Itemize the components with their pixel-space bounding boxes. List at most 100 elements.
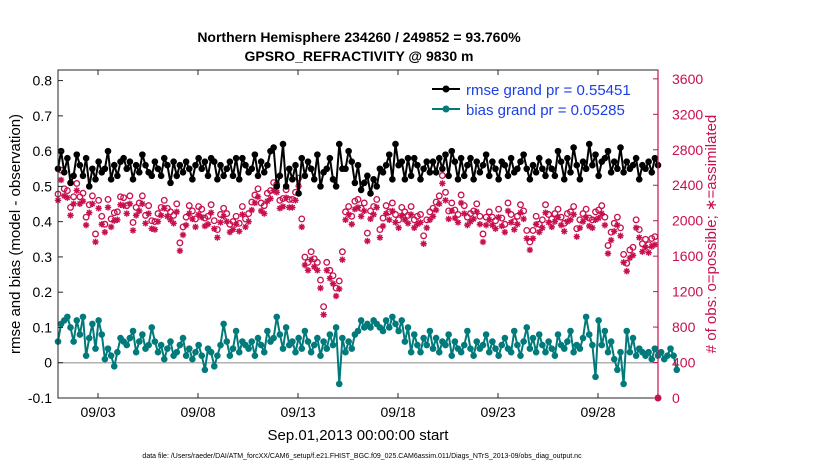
bias-point <box>667 345 674 352</box>
obs-assimilated-point <box>86 209 93 216</box>
bias-point <box>220 320 227 328</box>
rmse-point <box>67 179 74 187</box>
rmse-point <box>135 168 143 176</box>
bias-point <box>332 324 340 331</box>
rmse-point <box>154 165 162 173</box>
bias-point <box>198 352 206 359</box>
bias-point <box>514 341 521 349</box>
obs-assimilated-point <box>629 252 637 259</box>
obs-assimilated-point <box>57 176 65 184</box>
bias-point <box>629 334 637 342</box>
bias-point <box>310 341 318 349</box>
obs-possible-point <box>63 187 71 195</box>
obs-possible-point <box>113 208 121 216</box>
bias-point <box>520 338 527 345</box>
bias-point <box>429 345 437 352</box>
obs-assimilated-point <box>651 241 659 248</box>
obs-assimilated-point <box>326 275 334 282</box>
rmse-point <box>601 154 609 162</box>
rmse-point <box>545 158 552 165</box>
rmse-point <box>60 168 68 176</box>
obs-assimilated-point <box>561 228 568 235</box>
obs-possible-point <box>554 205 562 213</box>
rmse-point <box>504 172 512 180</box>
obs-assimilated-point <box>551 218 559 225</box>
rmse-point <box>151 158 159 165</box>
bias-point <box>395 327 402 335</box>
bias-point <box>598 341 606 349</box>
bias-point <box>307 348 315 356</box>
obs-assimilated-point <box>67 212 74 219</box>
rmse-point <box>310 176 318 183</box>
obs-assimilated-point <box>567 216 574 224</box>
bias-point <box>173 348 181 356</box>
rmse-point <box>248 165 256 173</box>
obs-assimilated-point <box>439 180 446 187</box>
obs-possible-point <box>82 213 90 221</box>
y-tick-label: 0.3 <box>33 249 53 265</box>
data-file-footnote: data file: /Users/raeder/DAI/ATM_forcXX/… <box>142 453 582 460</box>
obs-assimilated-point <box>98 221 105 228</box>
obs-assimilated-point <box>448 207 455 215</box>
obs-assimilated-point <box>411 224 418 231</box>
rmse-point <box>423 158 431 165</box>
bias-point <box>182 352 190 359</box>
y2-tick-label: 2000 <box>672 213 703 229</box>
obs-possible-point <box>70 193 78 201</box>
obs-assimilated-point <box>517 209 524 216</box>
bias-point <box>248 338 256 345</box>
obs-possible-point <box>382 202 390 210</box>
obs-possible-point <box>410 216 418 224</box>
obs-possible-point <box>335 277 343 285</box>
obs-possible-point <box>160 196 168 204</box>
rmse-point <box>560 176 568 183</box>
y-tick-label: 0.2 <box>33 284 53 300</box>
x-axis-ticks: 09/03 09/08 09/13 09/18 09/23 09/28 <box>80 70 616 420</box>
obs-assimilated-point <box>342 216 349 224</box>
y2-tick-label: 2800 <box>672 142 703 158</box>
rmse-point <box>204 172 212 180</box>
bias-point <box>329 341 337 349</box>
chart-title-line2: GPSRO_REFRACTIVITY @ 9830 m <box>245 48 474 64</box>
obs-possible-point <box>407 203 415 210</box>
obs-assimilated-point <box>457 199 465 207</box>
obs-assimilated-point <box>314 267 321 274</box>
obs-assimilated-point <box>617 232 624 239</box>
bias-point <box>576 345 584 352</box>
obs-assimilated-point <box>479 238 487 246</box>
rmse-point <box>332 183 340 190</box>
y2-tick-label: 2400 <box>672 177 703 193</box>
rmse-point <box>460 172 468 180</box>
obs-assimilated-point <box>607 237 615 244</box>
obs-assimilated-point <box>529 235 537 242</box>
rmse-point <box>442 151 449 158</box>
rmse-point <box>417 176 424 183</box>
bias-point <box>539 341 546 349</box>
obs-possible-point <box>438 172 446 179</box>
obs-assimilated-point <box>304 267 312 274</box>
rmse-point <box>642 165 649 173</box>
obs-assimilated-point <box>467 218 474 225</box>
obs-possible-point <box>98 212 106 220</box>
rmse-point <box>170 158 177 165</box>
obs-count-layer <box>54 166 662 402</box>
obs-assimilated-point <box>73 187 80 194</box>
obs-assimilated-point <box>417 219 424 226</box>
rmse-point <box>364 172 371 180</box>
obs-assimilated-point <box>120 202 127 209</box>
legend-bias-marker <box>442 105 450 113</box>
rmse-point <box>554 147 562 155</box>
obs-possible-point <box>448 199 456 207</box>
rmse-point <box>129 176 137 183</box>
rmse-point <box>557 158 565 165</box>
y-axis-ticks: -0.1 0 0.1 0.2 0.3 0.4 0.5 0.6 0.7 0.8 <box>28 73 63 406</box>
rmse-point <box>195 154 202 162</box>
bias-point <box>357 317 365 324</box>
bias-point <box>114 348 121 356</box>
rmse-point <box>217 161 224 169</box>
y-tick-label: 0.4 <box>33 214 53 230</box>
obs-assimilated-point <box>426 216 434 224</box>
obs-assimilated-point <box>236 228 243 235</box>
bias-point <box>354 327 362 335</box>
bias-point <box>64 313 71 321</box>
